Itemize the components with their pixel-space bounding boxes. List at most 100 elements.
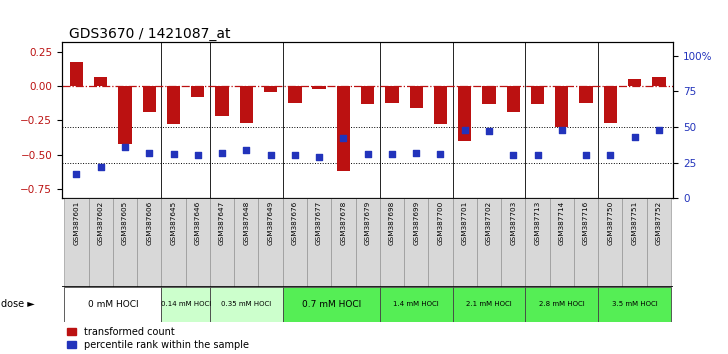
Text: GSM387676: GSM387676 bbox=[292, 201, 298, 245]
Text: GSM387647: GSM387647 bbox=[219, 201, 225, 245]
Bar bbox=[336, 86, 350, 171]
Point bbox=[483, 129, 495, 134]
Bar bbox=[264, 86, 277, 92]
Text: GSM387714: GSM387714 bbox=[559, 201, 565, 245]
Text: 2.8 mM HOCl: 2.8 mM HOCl bbox=[539, 302, 585, 307]
Bar bbox=[64, 287, 162, 322]
Text: GDS3670 / 1421087_at: GDS3670 / 1421087_at bbox=[69, 27, 231, 41]
Bar bbox=[628, 79, 641, 86]
Bar bbox=[64, 198, 89, 287]
Bar bbox=[258, 198, 282, 287]
Bar bbox=[526, 198, 550, 287]
Text: GSM387703: GSM387703 bbox=[510, 201, 516, 245]
Bar bbox=[240, 86, 253, 123]
Bar bbox=[501, 198, 526, 287]
Point bbox=[459, 127, 470, 133]
Bar bbox=[477, 198, 501, 287]
Text: GSM387646: GSM387646 bbox=[195, 201, 201, 245]
Bar bbox=[307, 198, 331, 287]
Bar bbox=[89, 198, 113, 287]
Text: GSM387677: GSM387677 bbox=[316, 201, 322, 245]
Bar bbox=[555, 86, 569, 127]
Bar bbox=[646, 198, 671, 287]
Bar bbox=[162, 198, 186, 287]
Point bbox=[192, 153, 204, 158]
Bar bbox=[380, 287, 453, 322]
Text: dose ►: dose ► bbox=[1, 299, 35, 309]
Text: 3.5 mM HOCl: 3.5 mM HOCl bbox=[612, 302, 657, 307]
Bar bbox=[579, 86, 593, 103]
Point bbox=[629, 134, 641, 140]
Bar bbox=[288, 86, 301, 103]
Bar bbox=[453, 198, 477, 287]
Bar bbox=[162, 287, 210, 322]
Point bbox=[167, 151, 179, 157]
Point bbox=[240, 147, 252, 153]
Text: GSM387601: GSM387601 bbox=[74, 201, 79, 245]
Text: 1.4 mM HOCl: 1.4 mM HOCl bbox=[393, 302, 439, 307]
Text: GSM387702: GSM387702 bbox=[486, 201, 492, 245]
Bar bbox=[526, 287, 598, 322]
Legend: transformed count, percentile rank within the sample: transformed count, percentile rank withi… bbox=[67, 327, 249, 350]
Bar bbox=[118, 86, 132, 144]
Bar bbox=[428, 198, 453, 287]
Text: GSM387750: GSM387750 bbox=[607, 201, 613, 245]
Text: 0.14 mM HOCl: 0.14 mM HOCl bbox=[160, 302, 211, 307]
Point bbox=[531, 153, 543, 158]
Bar bbox=[652, 76, 665, 86]
Bar bbox=[143, 86, 156, 112]
Bar bbox=[210, 198, 234, 287]
Text: 0 mM HOCl: 0 mM HOCl bbox=[87, 300, 138, 309]
Bar bbox=[434, 86, 447, 125]
Bar bbox=[70, 62, 83, 86]
Bar bbox=[186, 198, 210, 287]
Bar bbox=[282, 287, 380, 322]
Bar bbox=[507, 86, 520, 112]
Text: GSM387716: GSM387716 bbox=[583, 201, 589, 245]
Bar bbox=[550, 198, 574, 287]
Bar bbox=[113, 198, 137, 287]
Bar bbox=[210, 287, 282, 322]
Text: 2.1 mM HOCl: 2.1 mM HOCl bbox=[466, 302, 512, 307]
Text: GSM387698: GSM387698 bbox=[389, 201, 395, 245]
Text: GSM387713: GSM387713 bbox=[534, 201, 540, 245]
Point bbox=[338, 136, 349, 141]
Text: GSM387605: GSM387605 bbox=[122, 201, 128, 245]
Bar bbox=[574, 198, 598, 287]
Bar bbox=[598, 198, 622, 287]
Bar bbox=[385, 86, 399, 103]
Bar bbox=[94, 76, 108, 86]
Point bbox=[507, 153, 519, 158]
Bar bbox=[483, 86, 496, 104]
Bar bbox=[453, 287, 526, 322]
Text: GSM387699: GSM387699 bbox=[414, 201, 419, 245]
Bar bbox=[380, 198, 404, 287]
Bar bbox=[167, 86, 181, 125]
Point bbox=[265, 153, 277, 158]
Bar bbox=[598, 287, 671, 322]
Bar bbox=[361, 86, 374, 104]
Text: GSM387701: GSM387701 bbox=[462, 201, 467, 245]
Bar bbox=[215, 86, 229, 116]
Bar bbox=[531, 86, 545, 104]
Text: GSM387700: GSM387700 bbox=[438, 201, 443, 245]
Point bbox=[119, 144, 131, 150]
Text: GSM387606: GSM387606 bbox=[146, 201, 152, 245]
Point bbox=[216, 150, 228, 155]
Text: GSM387645: GSM387645 bbox=[170, 201, 176, 245]
Text: 0.7 mM HOCl: 0.7 mM HOCl bbox=[301, 300, 361, 309]
Text: GSM387678: GSM387678 bbox=[341, 201, 347, 245]
Bar bbox=[409, 86, 423, 108]
Bar bbox=[355, 198, 380, 287]
Text: GSM387648: GSM387648 bbox=[243, 201, 249, 245]
Bar bbox=[234, 198, 258, 287]
Point bbox=[386, 151, 397, 157]
Bar bbox=[137, 198, 162, 287]
Text: GSM387751: GSM387751 bbox=[632, 201, 638, 245]
Point bbox=[556, 127, 568, 133]
Text: GSM387752: GSM387752 bbox=[656, 201, 662, 245]
Bar bbox=[604, 86, 617, 123]
Bar bbox=[404, 198, 428, 287]
Point bbox=[604, 153, 616, 158]
Text: GSM387679: GSM387679 bbox=[365, 201, 371, 245]
